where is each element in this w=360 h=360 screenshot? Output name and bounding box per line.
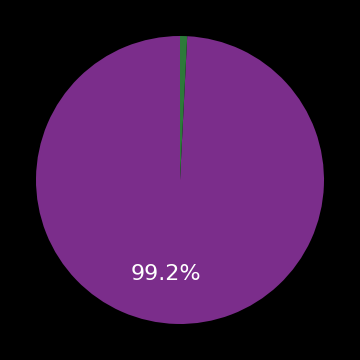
Wedge shape: [36, 36, 324, 324]
Text: 99.2%: 99.2%: [130, 264, 201, 284]
Wedge shape: [180, 36, 187, 180]
